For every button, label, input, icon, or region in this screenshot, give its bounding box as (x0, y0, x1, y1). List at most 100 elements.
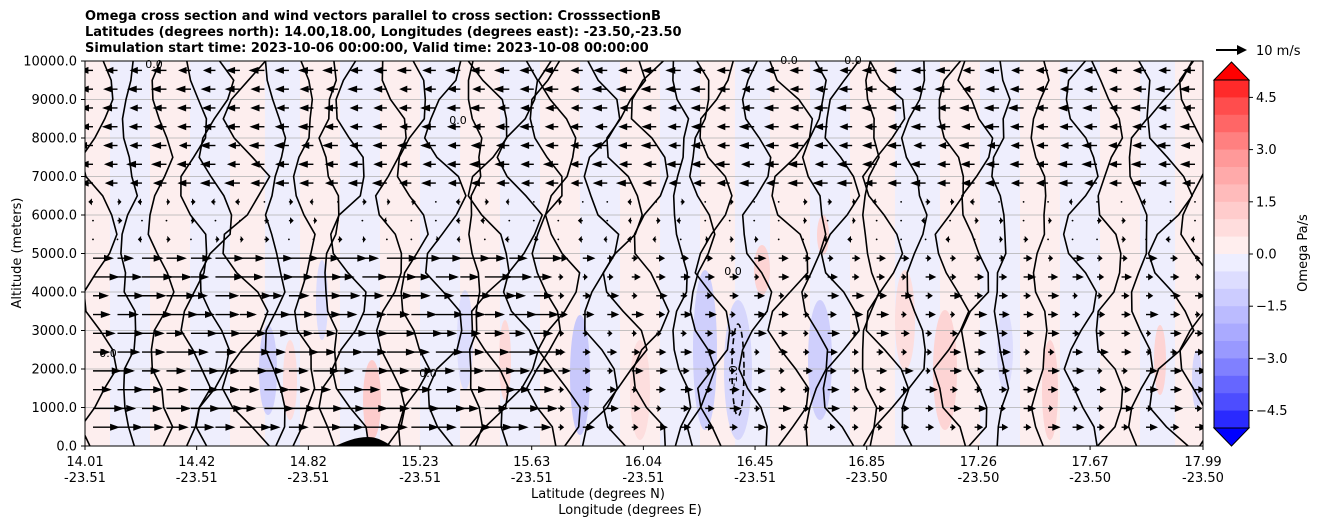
wind-vector-head (685, 386, 694, 394)
wind-vector-head (879, 386, 887, 394)
wind-vector-head (429, 423, 440, 431)
wind-vector-head (1026, 367, 1033, 375)
wind-vector-head (864, 179, 873, 187)
wind-vector-head (887, 123, 897, 131)
wind-vector-head (690, 123, 701, 131)
wind-vector-head (1165, 235, 1170, 243)
wind-vector-head (732, 273, 740, 281)
wind-vector-head (1125, 404, 1135, 412)
wind-vector-head (689, 85, 700, 93)
wind-vector-head (85, 66, 89, 74)
omega-cell (693, 270, 717, 430)
wind-vector (606, 219, 609, 222)
wind-vector-head (717, 104, 726, 112)
omega-cells (259, 215, 1202, 440)
wind-vector-head (1001, 329, 1008, 337)
wind-vector-head (423, 85, 432, 93)
wind-vector-head (134, 329, 145, 337)
wind-vector-head (731, 254, 736, 262)
wind-vector-head (420, 292, 431, 300)
wind-vector-head (872, 198, 876, 206)
wind-vector-head (758, 311, 767, 319)
wind-vector-head (692, 66, 702, 74)
wind-vector-head (303, 329, 314, 337)
wind-vector-head (520, 179, 530, 187)
wind-vector-head (396, 142, 407, 150)
wind-vector (410, 238, 413, 241)
wind-vector-head (730, 198, 734, 206)
wind-vector-head (1098, 217, 1102, 225)
wind-vector-head (118, 198, 122, 206)
omega-cell (570, 315, 590, 435)
wind-vector-head (690, 142, 701, 150)
wind-vector (190, 238, 192, 241)
wind-vector-head (332, 423, 343, 431)
wind-vector-head (1051, 329, 1060, 337)
wind-vector-head (480, 217, 484, 225)
wind-vector-head (731, 329, 737, 337)
wind-vector-head (347, 179, 358, 187)
wind-vector-head (1109, 123, 1118, 131)
wind-vector-head (1059, 123, 1069, 131)
wind-vector-head (983, 123, 994, 131)
wind-vector-head (397, 423, 408, 431)
wind-vector-head (1130, 104, 1141, 112)
contour-line (767, 61, 814, 446)
vector-key: 10 m/s (1216, 44, 1301, 59)
wind-vector-head (399, 404, 410, 412)
wind-vector-head (854, 386, 860, 394)
wind-vector-head (558, 198, 562, 206)
contour-line (120, 61, 139, 446)
wind-vector-head (381, 423, 392, 431)
wind-vector-head (755, 273, 760, 281)
wind-vector-head (958, 104, 969, 112)
wind-vector-head (1173, 292, 1181, 300)
wind-vector-head (830, 367, 837, 375)
wind-vector-head (178, 423, 189, 431)
wind-vector (288, 238, 290, 241)
x-tick-label-lon: -23.51 (511, 471, 553, 486)
wind-vector-head (814, 123, 824, 131)
wind-vector-head (1173, 423, 1180, 431)
wind-vector-head (952, 386, 959, 394)
wind-vector-head (823, 235, 827, 243)
wind-vector-head (1009, 160, 1019, 168)
wind-vector-head (246, 311, 257, 319)
wind-vector-head (1098, 367, 1103, 375)
wind-vector-head (542, 66, 553, 74)
wind-vector-head (283, 254, 294, 262)
wind-vector-head (298, 423, 309, 431)
wind-vector-head (633, 386, 638, 394)
wind-vector-head (738, 142, 749, 150)
wind-vector-head (1076, 367, 1085, 375)
wind-vector-head (493, 85, 504, 93)
contour-line (957, 61, 994, 446)
colorbar-level (1214, 132, 1249, 151)
wind-vector-head (223, 179, 234, 187)
wind-vector (949, 219, 952, 222)
wind-vector-head (586, 423, 596, 431)
y-tick-label: 0.0 (56, 440, 77, 455)
wind-vector-head (1174, 367, 1183, 375)
wind-vector-head (880, 292, 888, 300)
wind-vector-head (665, 160, 676, 168)
wind-vector-head (641, 123, 652, 131)
wind-vector-head (659, 348, 667, 356)
wind-vector-head (921, 217, 925, 225)
wind-vector-head (376, 311, 387, 319)
colorbar-level (1214, 393, 1249, 412)
wind-vector-head (1001, 386, 1008, 394)
x-tick-label-lon: -23.51 (64, 471, 106, 486)
wind-vector-head (99, 292, 110, 300)
wind-vector-head (420, 348, 431, 356)
wind-vector-head (789, 85, 799, 93)
wind-vector-head (934, 66, 945, 74)
wind-vector-head (1099, 329, 1105, 337)
y-tick-label: 1000.0 (32, 401, 78, 416)
wind-vector-head (350, 292, 361, 300)
wind-vector (802, 238, 805, 241)
wind-vector-head (708, 348, 717, 356)
wind-vector-head (234, 254, 245, 262)
omega-cell (363, 360, 381, 440)
